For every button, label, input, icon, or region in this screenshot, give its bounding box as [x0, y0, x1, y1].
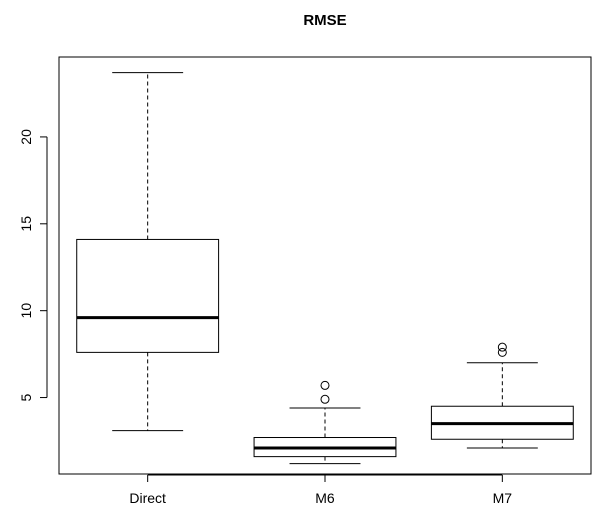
y-tick-label: 10 [18, 303, 34, 319]
box-m7 [430, 342, 574, 449]
y-axis: 5 10 15 20 [18, 129, 48, 401]
boxes [76, 72, 574, 465]
x-tick-label: M7 [493, 490, 513, 506]
box-m6 [253, 380, 397, 465]
x-axis: Direct M6 M7 [129, 474, 513, 506]
outlier-point [497, 347, 507, 357]
box-direct [76, 72, 220, 432]
y-tick-label: 5 [18, 393, 34, 401]
y-tick-label: 20 [18, 129, 34, 145]
outlier-point [497, 342, 507, 352]
y-tick-label: 15 [18, 216, 34, 232]
x-tick-label: M6 [315, 490, 335, 506]
plot-frame [58, 56, 592, 475]
chart-title: RMSE [303, 12, 346, 29]
outlier-point [320, 394, 330, 404]
outlier-point [320, 380, 330, 390]
iqr-box [76, 238, 220, 353]
x-tick-label: Direct [129, 490, 166, 506]
